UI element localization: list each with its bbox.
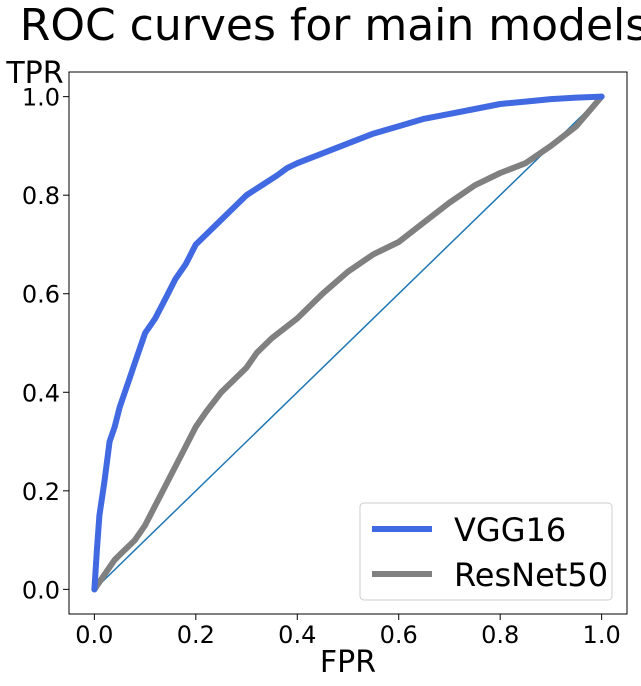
x-axis-label: FPR [320, 645, 376, 680]
y-tick-label: 0.0 [22, 576, 60, 604]
y-tick-label: 0.6 [22, 281, 60, 309]
diagonal-reference-line [93, 95, 603, 591]
series-line-vgg16 [91, 93, 605, 593]
ticks: 0.0 0.2 0.4 0.6 0.8 1.0 0.0 0.2 0.4 0.6 0.8 1.0 [22, 84, 621, 649]
x-tick-label: 0.0 [75, 621, 113, 649]
y-tick-label: 0.2 [22, 478, 60, 506]
x-tick-label: 0.6 [380, 621, 418, 649]
legend: VGG16 ResNet50 [359, 502, 613, 601]
x-tick-label: 0.8 [481, 621, 519, 649]
plot-area [91, 93, 605, 593]
chart-title: ROC curves for main models [20, 0, 641, 51]
legend-label: ResNet50 [454, 556, 608, 594]
y-tick-label: 1.0 [22, 84, 60, 112]
legend-label: VGG16 [454, 511, 566, 549]
series-line-resnet50 [91, 93, 605, 593]
x-tick-label: 0.2 [177, 621, 215, 649]
y-tick-label: 0.4 [22, 379, 60, 407]
y-tick-label: 0.8 [22, 182, 60, 210]
y-axis-label: TPR [5, 56, 63, 91]
axes-frame [68, 71, 628, 615]
x-tick-label: 0.4 [278, 621, 316, 649]
x-tick-label: 1.0 [583, 621, 621, 649]
